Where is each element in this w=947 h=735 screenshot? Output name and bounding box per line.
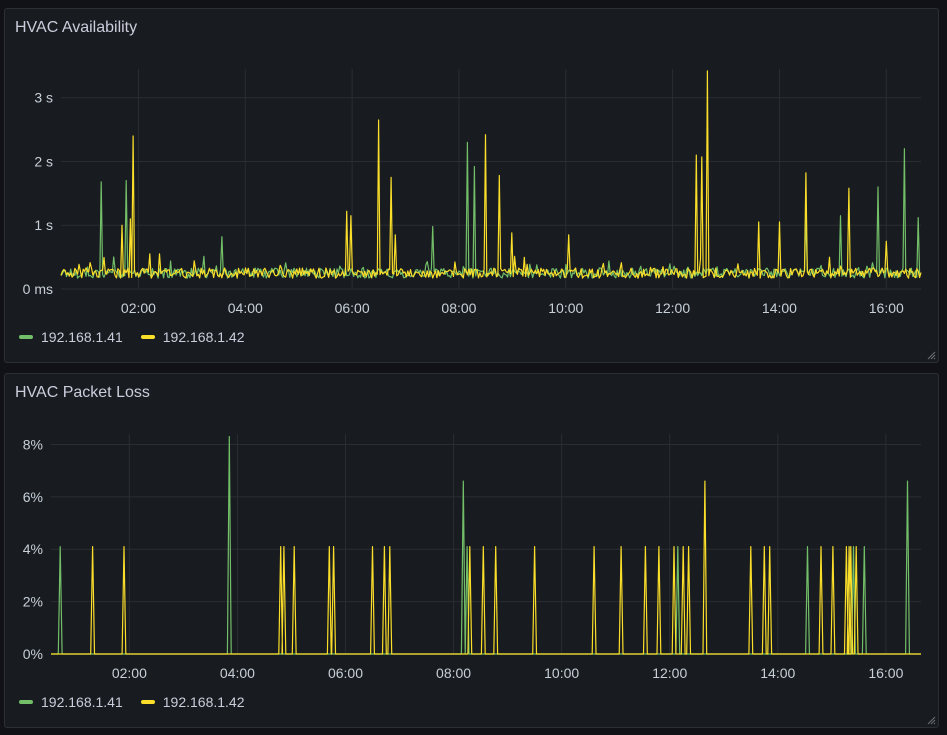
x-tick-label: 16:00 bbox=[868, 665, 903, 681]
x-tick-label: 04:00 bbox=[228, 300, 263, 316]
legend-swatch-green bbox=[19, 335, 33, 339]
legend: 192.168.1.41 192.168.1.42 bbox=[19, 329, 245, 345]
y-tick-label: 2 s bbox=[34, 153, 53, 169]
y-tick-label: 1 s bbox=[34, 217, 53, 233]
x-tick-label: 16:00 bbox=[869, 300, 904, 316]
legend-swatch-yellow bbox=[140, 335, 155, 339]
x-tick-label: 10:00 bbox=[548, 300, 583, 316]
legend-item-192-168-1-41[interactable]: 192.168.1.41 bbox=[19, 694, 123, 710]
legend: 192.168.1.41 192.168.1.42 bbox=[19, 694, 245, 710]
x-tick-label: 04:00 bbox=[220, 665, 255, 681]
packet-loss-chart[interactable]: 02:00 04:00 06:00 08:00 10:00 12:00 14:00 16:00… bbox=[5, 374, 940, 729]
panel-title[interactable]: HVAC Packet Loss bbox=[15, 384, 150, 401]
y-tick-label: 6% bbox=[23, 489, 43, 505]
y-tick-label: 0% bbox=[23, 646, 43, 662]
legend-label: 192.168.1.42 bbox=[162, 329, 245, 345]
x-tick-label: 06:00 bbox=[328, 665, 363, 681]
series-line-192-168-1-41[interactable] bbox=[60, 141, 922, 279]
availability-chart[interactable]: 02:00 04:00 06:00 08:00 10:00 12:00 14:00 16:00… bbox=[5, 9, 940, 364]
panel-hvac-availability: HVAC Availability 02:00 04:00 06:00 08:00 10… bbox=[4, 8, 939, 363]
series-line-192-168-1-42[interactable] bbox=[60, 70, 922, 279]
x-tick-label: 08:00 bbox=[436, 665, 471, 681]
x-tick-label: 14:00 bbox=[762, 300, 797, 316]
legend-label: 192.168.1.42 bbox=[162, 694, 245, 710]
x-tick-label: 12:00 bbox=[655, 300, 690, 316]
x-tick-label: 08:00 bbox=[441, 300, 476, 316]
y-tick-label: 8% bbox=[23, 436, 43, 452]
legend-label: 192.168.1.41 bbox=[41, 694, 123, 710]
legend-label: 192.168.1.41 bbox=[41, 329, 123, 345]
y-tick-label: 4% bbox=[23, 541, 43, 557]
x-tick-label: 14:00 bbox=[760, 665, 795, 681]
legend-item-192-168-1-42[interactable]: 192.168.1.42 bbox=[140, 329, 245, 345]
series-line-192-168-1-41[interactable] bbox=[51, 436, 921, 655]
y-tick-label: 2% bbox=[23, 594, 43, 610]
resize-handle-icon[interactable] bbox=[926, 350, 936, 360]
panel-title[interactable]: HVAC Availability bbox=[15, 19, 138, 36]
x-tick-label: 12:00 bbox=[652, 665, 687, 681]
legend-swatch-yellow bbox=[140, 700, 155, 704]
panel-hvac-packet-loss: HVAC Packet Loss 02:00 04:00 06:00 08:00 10:… bbox=[4, 373, 939, 728]
x-tick-label: 02:00 bbox=[121, 300, 156, 316]
x-tick-label: 10:00 bbox=[544, 665, 579, 681]
y-tick-label: 0 ms bbox=[23, 281, 53, 297]
x-tick-label: 06:00 bbox=[335, 300, 370, 316]
x-tick-label: 02:00 bbox=[112, 665, 147, 681]
legend-item-192-168-1-41[interactable]: 192.168.1.41 bbox=[19, 329, 123, 345]
legend-item-192-168-1-42[interactable]: 192.168.1.42 bbox=[140, 694, 245, 710]
resize-handle-icon[interactable] bbox=[926, 715, 936, 725]
y-tick-label: 3 s bbox=[34, 90, 53, 106]
series-line-192-168-1-42[interactable] bbox=[51, 480, 921, 655]
legend-swatch-green bbox=[19, 700, 33, 704]
